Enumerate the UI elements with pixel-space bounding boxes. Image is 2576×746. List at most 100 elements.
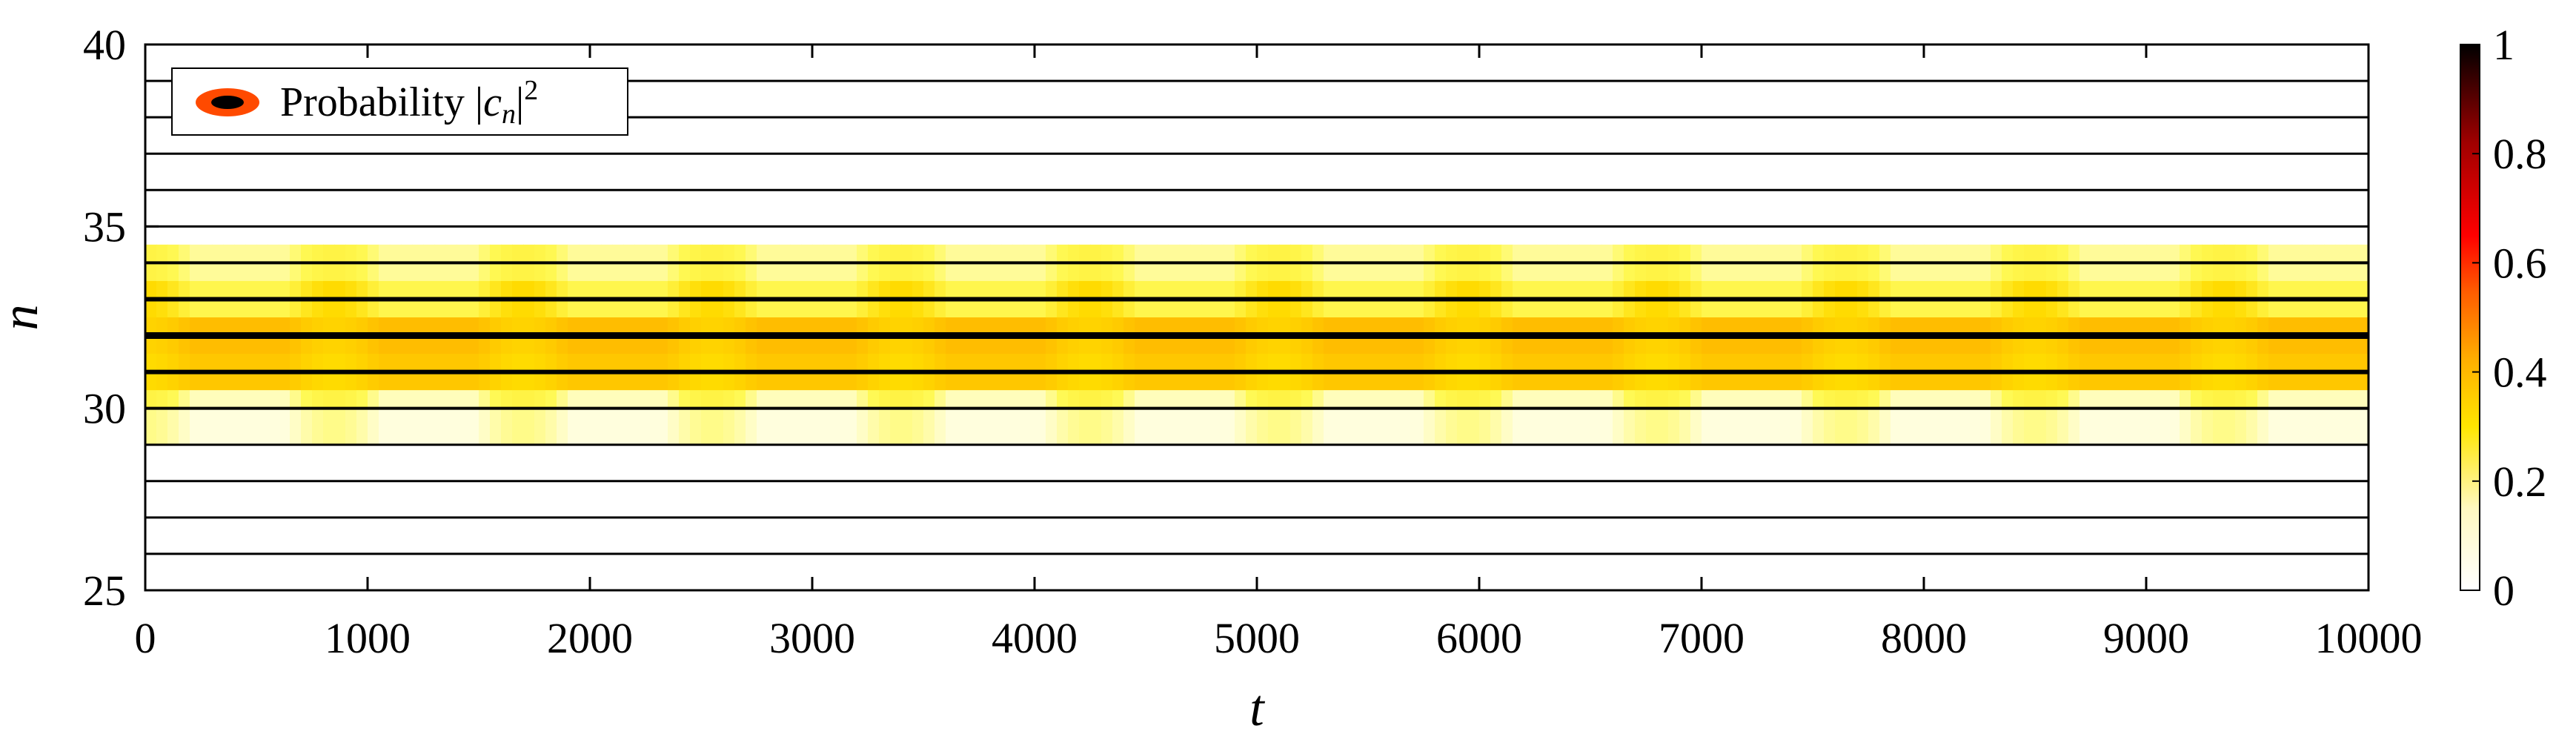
- heat-cell: [746, 408, 757, 446]
- heat-cell: [545, 408, 557, 446]
- heat-cell: [457, 408, 468, 446]
- heat-cell: [557, 408, 568, 446]
- heat-cell: [279, 408, 291, 446]
- heat-cell: [1935, 408, 1947, 446]
- heat-cell: [1413, 408, 1424, 446]
- y-axis-label: n: [0, 305, 49, 331]
- heat-cell: [1524, 408, 1536, 446]
- colorbar-ticks: 0 0.2 0.4 0.6 0.8 1: [2472, 21, 2547, 615]
- heat-cell: [301, 408, 313, 446]
- heat-cell: [1224, 408, 1235, 446]
- heat-cell: [857, 408, 869, 446]
- heat-cell: [1179, 408, 1191, 446]
- heat-cell: [2257, 408, 2269, 446]
- heat-cell: [1112, 408, 1124, 446]
- x-tick-label: 10000: [2315, 614, 2423, 662]
- heat-cell: [145, 408, 157, 446]
- heat-cell: [1757, 408, 1769, 446]
- heat-cell: [1835, 408, 1847, 446]
- heat-cell: [223, 408, 235, 446]
- heat-cell: [1379, 408, 1391, 446]
- heat-cell: [2346, 408, 2358, 446]
- heat-cell: [690, 408, 702, 446]
- heat-cell: [634, 408, 646, 446]
- heat-cell: [212, 408, 224, 446]
- legend: Probability |cn|2: [171, 67, 628, 136]
- heat-cell: [1279, 408, 1291, 446]
- heat-cell: [2313, 408, 2325, 446]
- legend-marker-inner: [211, 96, 244, 109]
- heat-cell: [1601, 408, 1613, 446]
- heat-cell: [1446, 408, 1458, 446]
- probability-field: [145, 244, 2368, 446]
- heat-cell: [245, 408, 257, 446]
- heat-cell: [734, 408, 746, 446]
- heat-cell: [1146, 408, 1158, 446]
- heat-cell: [2046, 408, 2058, 446]
- heat-cell: [1768, 408, 1780, 446]
- y-axis: 25 30 35 40: [83, 21, 159, 615]
- heat-cell: [645, 408, 657, 446]
- heat-cell: [1746, 408, 1758, 446]
- colorbar: 0 0.2 0.4 0.6 0.8 1: [2460, 21, 2547, 615]
- heat-cell: [1991, 408, 2002, 446]
- heat-cell: [1557, 408, 1569, 446]
- heat-cell: [2168, 408, 2180, 446]
- x-axis: 0 1000 2000 3000 4000 5000 6000 7000 8000 9000 100…: [135, 44, 2423, 662]
- heat-cell: [2324, 408, 2336, 446]
- heat-cell: [823, 408, 835, 446]
- heat-cell: [290, 408, 302, 446]
- heat-cell: [1201, 408, 1213, 446]
- colorbar-tick-label: 1: [2493, 21, 2514, 69]
- heat-cell: [368, 408, 379, 446]
- colorbar-tick-label: 0.4: [2493, 349, 2547, 397]
- heat-cell: [412, 408, 424, 446]
- heat-cell: [1779, 408, 1791, 446]
- heat-cell: [890, 408, 902, 446]
- heat-cell: [1513, 408, 1524, 446]
- heat-cell: [879, 408, 891, 446]
- colorbar-tick-label: 0: [2493, 567, 2514, 615]
- y-tick-label: 30: [83, 385, 126, 433]
- heat-cell: [790, 408, 802, 446]
- heat-cell: [1490, 408, 1502, 446]
- heat-cell: [1401, 408, 1413, 446]
- heat-cell: [1724, 408, 1736, 446]
- heat-cell: [1913, 408, 1925, 446]
- heat-cell: [2124, 408, 2136, 446]
- x-tick-label: 0: [135, 614, 156, 662]
- heat-cell: [1702, 408, 1713, 446]
- heat-cell: [1468, 408, 1480, 446]
- heat-cell: [1079, 408, 1091, 446]
- heat-cell: [1457, 408, 1469, 446]
- heat-cell: [1846, 408, 1858, 446]
- x-tick-label: 5000: [1214, 614, 1300, 662]
- heat-cell: [1135, 408, 1146, 446]
- heat-cell: [1012, 408, 1024, 446]
- heat-cell: [1635, 408, 1647, 446]
- heat-cell: [1101, 408, 1113, 446]
- colorbar-gradient: [2460, 44, 2480, 591]
- heat-cell: [957, 408, 969, 446]
- heat-cell: [334, 408, 346, 446]
- heat-cell: [579, 408, 591, 446]
- heat-cell: [1979, 408, 1991, 446]
- heat-cell: [501, 408, 513, 446]
- heat-cell: [990, 408, 1002, 446]
- heat-cell: [523, 408, 535, 446]
- heat-cell: [1057, 408, 1069, 446]
- heat-cell: [1479, 408, 1491, 446]
- heat-cell: [2291, 408, 2303, 446]
- heat-cell: [312, 408, 324, 446]
- heat-cell: [345, 408, 357, 446]
- heat-cell: [356, 408, 368, 446]
- heat-cell: [2057, 408, 2069, 446]
- heat-cell: [812, 408, 824, 446]
- heat-cell: [723, 408, 735, 446]
- heat-cell: [2135, 408, 2147, 446]
- heat-cell: [1290, 408, 1302, 446]
- x-tick-label: 2000: [547, 614, 633, 662]
- heat-cell: [768, 408, 780, 446]
- heat-cell: [1579, 408, 1591, 446]
